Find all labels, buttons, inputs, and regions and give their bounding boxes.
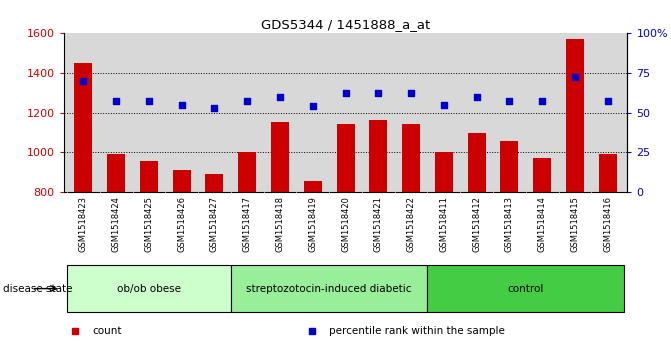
Text: GSM1518415: GSM1518415 — [570, 196, 580, 252]
Title: GDS5344 / 1451888_a_at: GDS5344 / 1451888_a_at — [261, 19, 430, 32]
Text: GSM1518421: GSM1518421 — [374, 196, 383, 252]
Text: GSM1518420: GSM1518420 — [341, 196, 350, 252]
Text: count: count — [92, 326, 121, 336]
Bar — [107, 154, 125, 192]
Bar — [271, 122, 289, 192]
Point — [209, 105, 220, 111]
Point — [439, 102, 450, 107]
Point — [242, 98, 252, 104]
Text: disease state: disease state — [3, 284, 73, 294]
Text: GSM1518425: GSM1518425 — [144, 196, 154, 252]
Bar — [435, 152, 453, 192]
Point — [373, 90, 384, 96]
Bar — [337, 123, 354, 192]
Point — [340, 90, 351, 96]
Point — [78, 78, 89, 83]
Bar — [304, 182, 322, 192]
Text: GSM1518424: GSM1518424 — [111, 196, 121, 252]
Text: GSM1518426: GSM1518426 — [177, 196, 187, 252]
Point — [537, 98, 548, 104]
Bar — [369, 119, 387, 192]
Point — [274, 94, 285, 99]
Text: GSM1518417: GSM1518417 — [243, 196, 252, 252]
Bar — [172, 171, 191, 192]
Text: GSM1518418: GSM1518418 — [276, 196, 285, 252]
Point — [144, 98, 154, 104]
Bar — [533, 158, 551, 192]
Bar — [140, 162, 158, 192]
Bar — [427, 265, 624, 312]
Text: GSM1518411: GSM1518411 — [440, 196, 448, 252]
Bar — [468, 134, 486, 192]
Text: GSM1518423: GSM1518423 — [79, 196, 88, 252]
Point — [307, 103, 318, 109]
Bar — [67, 265, 231, 312]
Point — [603, 98, 613, 104]
Bar — [74, 62, 93, 192]
Point — [504, 98, 515, 104]
Bar — [599, 154, 617, 192]
Bar — [231, 265, 427, 312]
Text: percentile rank within the sample: percentile rank within the sample — [329, 326, 505, 336]
Bar — [205, 174, 223, 192]
Text: GSM1518419: GSM1518419 — [308, 196, 317, 252]
Text: GSM1518412: GSM1518412 — [472, 196, 481, 252]
Bar — [501, 142, 519, 192]
Point — [406, 90, 417, 96]
Bar — [402, 123, 420, 192]
Text: streptozotocin-induced diabetic: streptozotocin-induced diabetic — [246, 284, 412, 294]
Bar — [238, 152, 256, 192]
Point — [111, 98, 121, 104]
Text: GSM1518413: GSM1518413 — [505, 196, 514, 252]
Text: GSM1518422: GSM1518422 — [407, 196, 415, 252]
Text: GSM1518427: GSM1518427 — [210, 196, 219, 252]
Text: GSM1518416: GSM1518416 — [603, 196, 612, 252]
Point — [570, 74, 580, 80]
Point — [471, 94, 482, 99]
Text: control: control — [507, 284, 544, 294]
Bar — [566, 38, 584, 192]
Point — [176, 102, 187, 107]
Text: ob/ob obese: ob/ob obese — [117, 284, 181, 294]
Text: GSM1518414: GSM1518414 — [537, 196, 547, 252]
